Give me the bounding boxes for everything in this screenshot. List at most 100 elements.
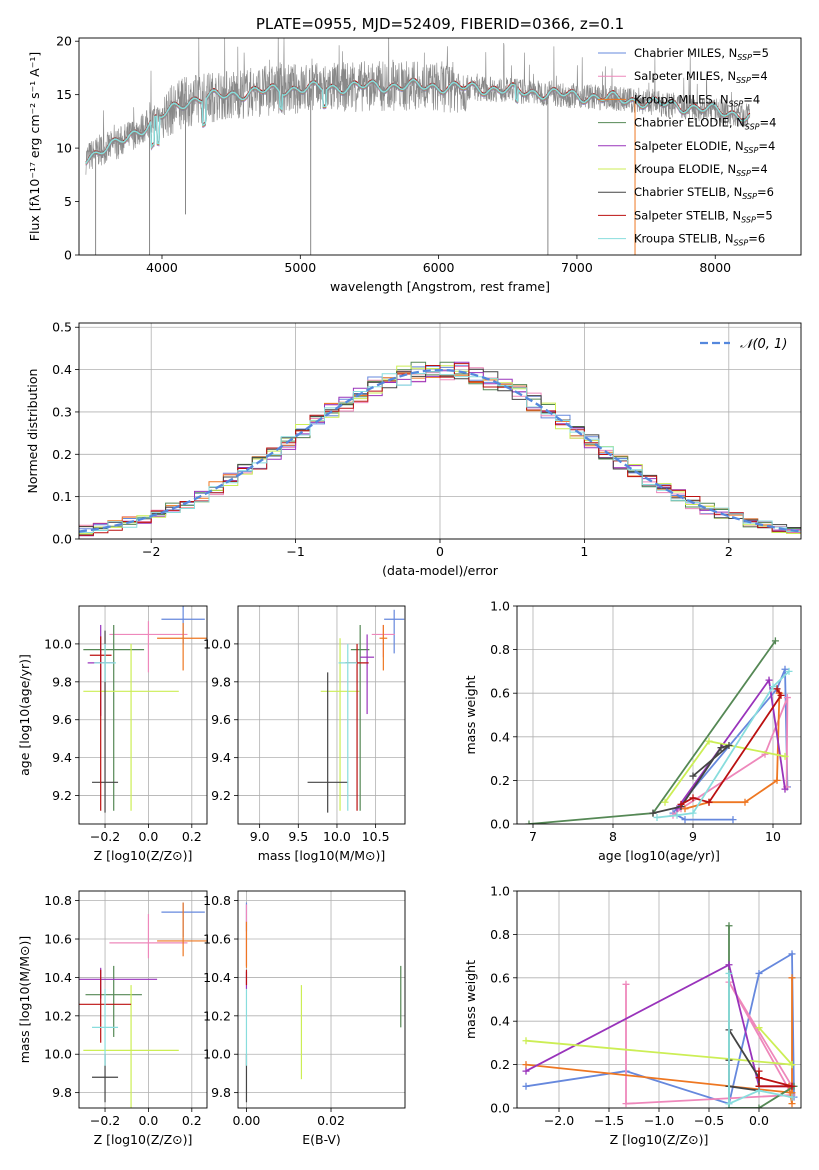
- weight-marker: [653, 813, 661, 821]
- legend-label-salpeter-miles: Salpeter MILES, NSSP=4: [634, 69, 768, 85]
- legend-label-gaussian: 𝒩(0, 1): [740, 337, 787, 352]
- weight-marker: [781, 752, 789, 760]
- age_vs_mass-xlabel: mass [log10(M/M⊙)]: [258, 848, 386, 863]
- weight-marker: [773, 776, 781, 784]
- weight-marker: [788, 950, 796, 958]
- y-tick-label: 0.0: [52, 532, 72, 547]
- errorbar-kroupa-elodie: [83, 643, 179, 811]
- histogram-kroupa-stelib: [79, 371, 801, 533]
- residuals-ylabel: Normed distribution: [25, 369, 40, 494]
- weight-marker: [755, 1104, 763, 1108]
- weight-marker: [522, 1082, 530, 1090]
- y-tick-label: 0.0: [490, 1101, 510, 1116]
- weight-series-chabrier-elodie: [725, 922, 798, 1108]
- y-tick-label: 0.2: [490, 1057, 510, 1072]
- errorbar-kroupa-stelib: [338, 643, 358, 811]
- weight-marker: [771, 637, 779, 645]
- age_vs_mass-axes: 9.0 9.5 10.0 10.5 9.2 9.4 9.6 9.8 10.0 mass [log1…: [203, 605, 406, 863]
- x-tick-label: 10: [765, 829, 781, 844]
- x-tick-label: 0.2: [182, 1113, 202, 1128]
- weight-marker: [717, 744, 725, 752]
- residuals-legend: 𝒩(0, 1): [700, 337, 787, 352]
- weight-marker: [773, 685, 781, 693]
- mass_vs_EBV-axes: 0.00 0.02 9.8 10.0 10.2 10.4 10.6 10.8 E(B-V): [203, 890, 406, 1147]
- weight-line: [525, 952, 795, 1105]
- mass_vs_Z-plot-area: [79, 891, 207, 1108]
- errorbar-kroupa-stelib: [92, 988, 119, 1066]
- x-tick-label: 6000: [423, 260, 455, 275]
- weight-marker: [725, 1100, 733, 1108]
- y-tick-label: 9.4: [52, 750, 72, 765]
- weight_vs_age-axes: 7 8 9 10 0.0 0.2 0.4 0.6 0.8 1.0 age [log10(age/yr…: [463, 599, 802, 863]
- y-tick-label: 10.0: [44, 636, 72, 651]
- errorbar-kroupa-stelib: [94, 643, 116, 682]
- y-tick-label: 10.4: [44, 970, 72, 985]
- x-tick-label: 0.0: [138, 1113, 158, 1128]
- weight-marker: [755, 1074, 763, 1082]
- weight-marker: [788, 1082, 796, 1090]
- y-tick-label: 10.0: [203, 1047, 231, 1062]
- mass_vs_EBV-marks: [245, 902, 402, 1103]
- y-tick-label: 0: [64, 248, 72, 263]
- errorbar-salpeter-miles: [109, 914, 188, 959]
- weight-marker: [622, 980, 630, 988]
- y-tick-label: 9.2: [211, 788, 231, 803]
- y-tick-label: 10.2: [44, 1008, 72, 1023]
- x-tick-label: −0.5: [694, 1113, 724, 1128]
- legend-label-kroupa-stelib: Kroupa STELIB, NSSP=6: [634, 232, 765, 248]
- y-tick-label: 1.0: [490, 599, 510, 614]
- weight-series-kroupa-stelib: [653, 667, 793, 821]
- age_vs_mass-plot-area: [238, 606, 405, 824]
- x-tick-label: −2.0: [544, 1113, 574, 1128]
- spectrum-xlabel: wavelength [Angstrom, rest frame]: [330, 279, 550, 294]
- weight-marker: [677, 800, 685, 808]
- spectrum-axes: 4000 5000 6000 7000 8000 0 5 10 15 20 wavelength […: [27, 34, 802, 294]
- weight_vs_age-ylabel: mass weight: [463, 675, 478, 754]
- y-tick-label: 0.4: [490, 1014, 510, 1029]
- errorbar-chabrier-stelib: [307, 672, 348, 813]
- x-tick-label: 8000: [699, 260, 731, 275]
- y-tick-label: 10: [56, 141, 72, 156]
- x-tick-label: −1.0: [644, 1113, 674, 1128]
- y-tick-label: 0.4: [490, 729, 510, 744]
- weight-marker: [788, 1061, 796, 1069]
- weight-marker: [689, 772, 697, 780]
- errorbar-kroupa-elodie: [320, 638, 360, 811]
- x-tick-label: −0.2: [90, 1113, 120, 1128]
- spectrum-frame: [78, 37, 802, 256]
- y-tick-label: 10.6: [44, 932, 72, 947]
- y-tick-label: 9.6: [52, 712, 72, 727]
- mass_vs_Z-xlabel: Z [log10(Z/Z⊙)]: [94, 1132, 193, 1147]
- weight-line: [525, 1027, 795, 1066]
- weight-series-chabrier-stelib: [649, 742, 733, 817]
- weight-marker: [725, 961, 733, 969]
- errorbar-kroupa-miles: [157, 902, 207, 957]
- y-tick-label: 9.2: [52, 788, 72, 803]
- errorbar-chabrier-elodie: [83, 624, 145, 811]
- x-tick-label: −0.2: [90, 829, 120, 844]
- errorbar-chabrier-elodie: [85, 965, 142, 1037]
- weight-marker: [777, 691, 785, 699]
- x-tick-label: −1: [286, 544, 304, 559]
- y-tick-label: 9.6: [211, 712, 231, 727]
- spectrum-marks: [85, 38, 751, 255]
- errorbar-chabrier-elodie: [350, 624, 370, 811]
- x-tick-label: 7: [529, 829, 537, 844]
- errorbar-kroupa-miles: [379, 624, 388, 671]
- weight-marker: [765, 676, 773, 684]
- y-tick-label: 0.5: [52, 320, 72, 335]
- weight-line: [671, 668, 789, 821]
- weight-series-kroupa-elodie: [661, 737, 789, 806]
- y-tick-label: 0.1: [52, 489, 72, 504]
- age_vs_mass-frame: [237, 605, 406, 825]
- x-tick-label: 2: [725, 544, 733, 559]
- errorbar-kroupa-elodie: [83, 985, 179, 1108]
- y-tick-label: 0.8: [490, 642, 510, 657]
- legend-label-kroupa-miles: Kroupa MILES, NSSP=4: [634, 92, 760, 108]
- legend-label-kroupa-elodie: Kroupa ELODIE, NSSP=4: [634, 162, 768, 178]
- weight-marker: [681, 816, 689, 824]
- y-tick-label: 10.6: [203, 932, 231, 947]
- mass_vs_Z-marks: [79, 902, 207, 1108]
- x-tick-label: 9.5: [288, 829, 308, 844]
